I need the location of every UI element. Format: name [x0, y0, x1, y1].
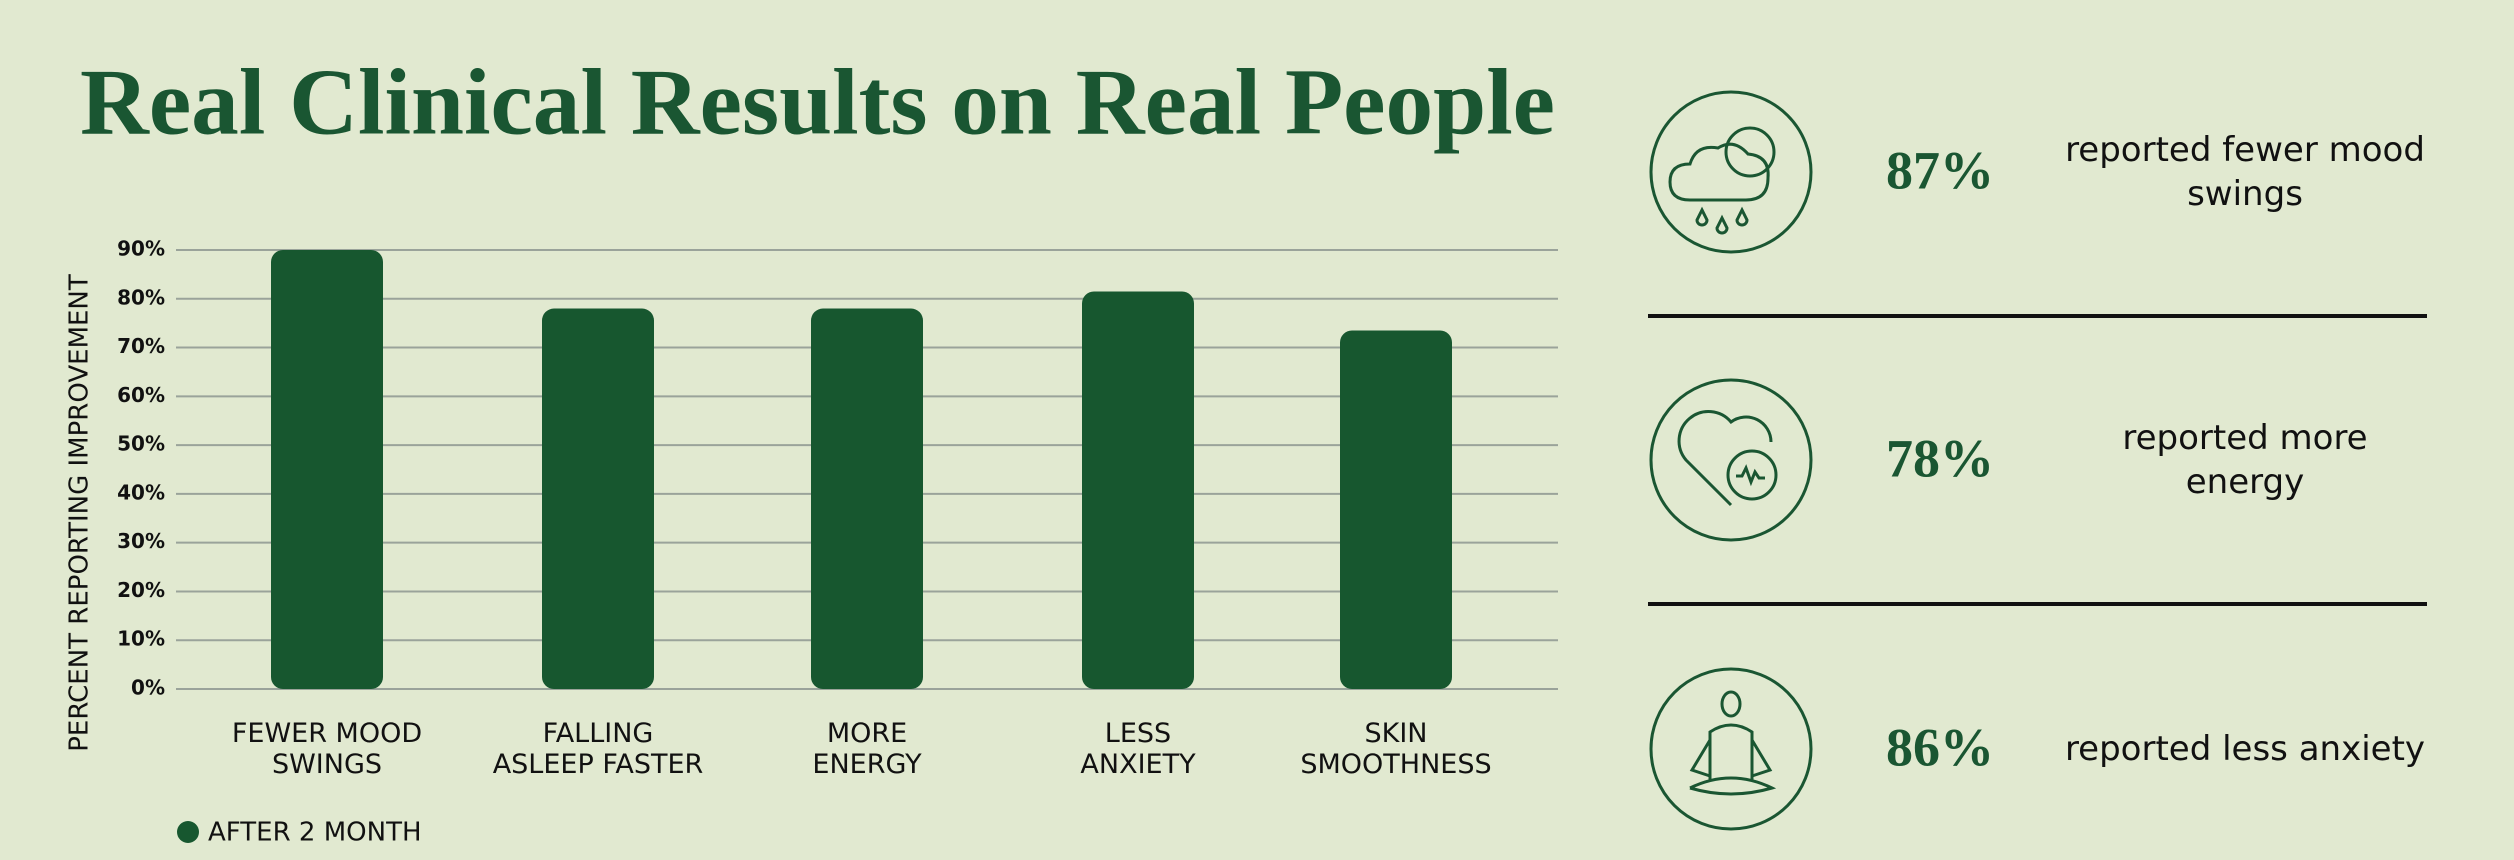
stat-text: reported more energy [2122, 417, 2368, 502]
icon-circle [1649, 667, 1813, 831]
y-axis-label: PERCENT REPORTING IMPROVEMENT [65, 274, 95, 752]
x-tick-label: FALLING ASLEEP FASTER [492, 718, 704, 781]
cloud-icon [1668, 142, 1770, 202]
stat-figure: 86% [1886, 717, 1994, 777]
pulse-circle [1726, 449, 1778, 501]
chart-title: Real Clinical Results on Real People [80, 51, 1555, 155]
icon-circle [1649, 90, 1813, 254]
bar [1082, 291, 1194, 689]
y-tick-label: 60% [117, 383, 165, 407]
bar [1340, 330, 1452, 689]
y-tick-label: 20% [117, 578, 165, 602]
heart-icon [1677, 410, 1773, 507]
x-tick-label: FEWER MOOD SWINGS [231, 718, 423, 781]
y-tick-label: 40% [117, 480, 165, 504]
y-tick-label: 70% [117, 334, 165, 358]
y-tick-label: 10% [117, 627, 165, 651]
legend-marker [177, 821, 199, 843]
y-tick-label: 90% [117, 237, 165, 261]
sun-icon [1724, 126, 1776, 178]
x-tick-label: SKIN SMOOTHNESS [1300, 718, 1492, 781]
bar [271, 250, 383, 689]
stat-text: reported less anxiety [2064, 728, 2426, 769]
stat-figure: 87% [1886, 140, 1994, 200]
pulse-icon [1736, 464, 1765, 487]
head-icon [1720, 690, 1742, 718]
y-tick-label: 80% [117, 285, 165, 309]
y-tick-label: 30% [117, 529, 165, 553]
bar [542, 308, 654, 689]
body-icon [1689, 723, 1777, 796]
stat-text: reported fewer mood swings [2065, 129, 2425, 214]
legend-label: AFTER 2 MONTH [208, 818, 422, 848]
x-tick-label: LESS ANXIETY [1080, 718, 1196, 781]
bar [811, 308, 923, 689]
drops-icon [1695, 206, 1749, 235]
x-tick-label: MORE ENERGY [812, 718, 922, 781]
icons [1649, 90, 1813, 831]
stat-figure: 78% [1886, 428, 1994, 488]
y-tick-label: 0% [131, 676, 165, 700]
icon-circle [1649, 378, 1813, 542]
y-tick-label: 50% [117, 432, 165, 456]
